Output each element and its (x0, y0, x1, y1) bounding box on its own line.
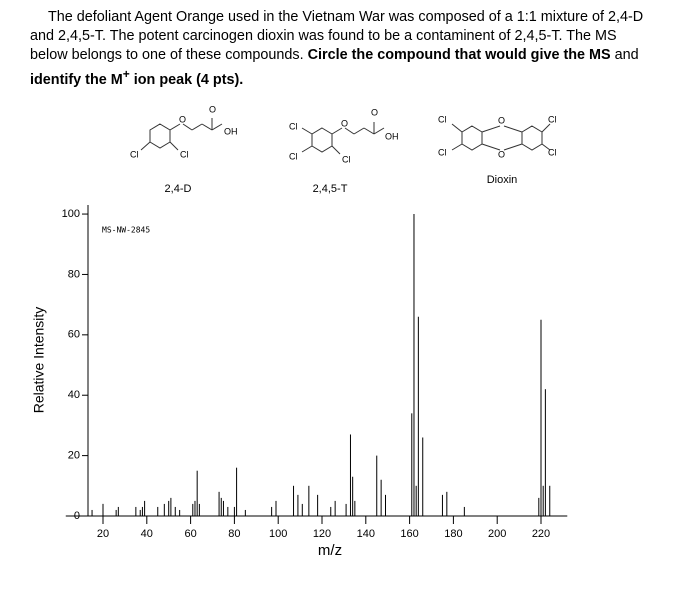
y-tick-label: 60 (68, 329, 80, 341)
y-tick-label: 0 (74, 510, 80, 522)
question-text: and (610, 47, 639, 63)
atom-label: Cl (438, 147, 447, 157)
x-tick-label: 220 (532, 528, 550, 540)
atom-label: OH (224, 126, 238, 136)
atom-label: Cl (548, 147, 557, 157)
annotation: MS-NW-2845 (102, 226, 150, 235)
question: The defoliant Agent Orange used in the V… (30, 8, 655, 90)
x-tick-label: 120 (313, 528, 331, 540)
y-tick-label: 100 (62, 208, 80, 220)
x-tick-label: 80 (228, 528, 240, 540)
superscript: + (122, 67, 130, 81)
atom-label: O (371, 107, 378, 117)
x-tick-label: 140 (357, 528, 375, 540)
y-tick-label: 80 (68, 268, 80, 280)
atom-label: Cl (289, 121, 298, 131)
x-axis-label: m/z (318, 542, 342, 559)
x-tick-label: 160 (400, 528, 418, 540)
atom-label: Cl (438, 114, 447, 124)
instruction: identify the M (30, 71, 123, 88)
x-tick-label: 180 (444, 528, 462, 540)
x-tick-label: 40 (141, 528, 153, 540)
structure-dioxin (451, 123, 551, 151)
atom-label: O (498, 115, 505, 125)
x-tick-label: 60 (184, 528, 196, 540)
y-tick-label: 20 (68, 450, 80, 462)
atom-label: Cl (180, 149, 189, 159)
structure-2-4-d (140, 118, 223, 151)
structure-name: 2,4-D (165, 183, 192, 195)
atom-label: OH (385, 131, 399, 141)
x-tick-label: 200 (488, 528, 506, 540)
atom-label: Cl (342, 154, 351, 164)
atom-label: Cl (548, 114, 557, 124)
atom-label: O (498, 149, 505, 159)
question-text: The defoliant Agent Orange used in the V… (30, 9, 644, 63)
atom-label: O (209, 104, 216, 114)
y-tick-label: 40 (68, 389, 80, 401)
atom-label: O (179, 114, 186, 124)
instruction: Circle the compound that would give the … (307, 47, 611, 63)
atom-label: O (341, 118, 348, 128)
x-tick-label: 100 (269, 528, 287, 540)
instruction: ion peak (4 pts). (129, 71, 244, 88)
atom-label: Cl (289, 151, 298, 161)
structure-name: Dioxin (487, 174, 518, 186)
structure-2-4-5-t (301, 122, 385, 155)
x-tick-label: 20 (97, 528, 109, 540)
structure-name: 2,4,5-T (313, 183, 348, 195)
y-axis-label: Relative Intensity (31, 307, 47, 414)
atom-label: Cl (130, 149, 139, 159)
